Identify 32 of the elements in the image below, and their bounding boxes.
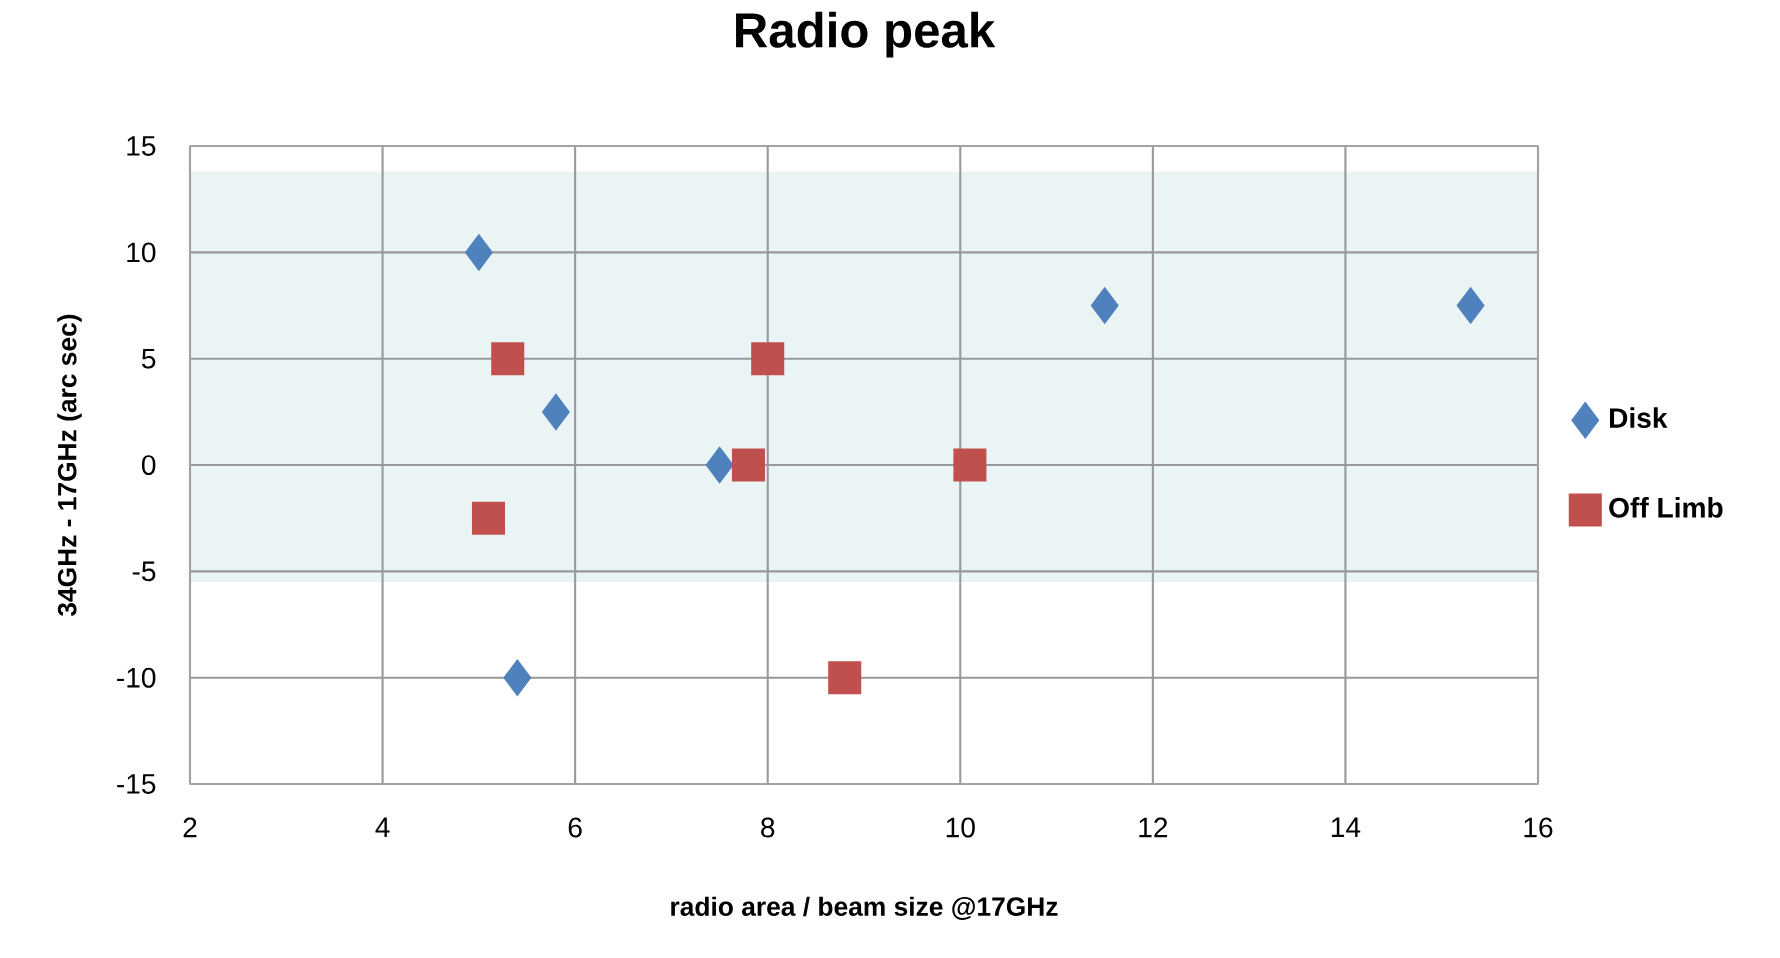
x-tick-label: 12 bbox=[1139, 817, 1168, 838]
y-tick-label: -15 bbox=[117, 774, 156, 794]
y-tick-label: 15 bbox=[127, 136, 156, 156]
chart-title: Radio peak bbox=[736, 11, 996, 58]
legend-label: Off Limb bbox=[1609, 497, 1723, 518]
point bbox=[471, 501, 506, 535]
x-tick-label: 14 bbox=[1331, 817, 1361, 837]
y-tick-label: -5 bbox=[132, 561, 156, 582]
x-tick-label: 6 bbox=[568, 817, 582, 838]
x-tick-label: 2 bbox=[183, 817, 197, 838]
point bbox=[464, 234, 493, 271]
y-tick-label: 5 bbox=[141, 348, 156, 369]
point bbox=[953, 448, 987, 482]
point bbox=[542, 393, 570, 431]
y-axis-title: 34GHz - 17GHz (arc sec) bbox=[57, 314, 82, 617]
point bbox=[731, 448, 765, 482]
y-tick-label: -10 bbox=[117, 667, 156, 688]
x-axis-title: radio area / beam size @17GHz bbox=[671, 896, 1058, 920]
point bbox=[491, 342, 525, 376]
x-tick-label: 4 bbox=[375, 817, 390, 837]
point bbox=[1456, 287, 1485, 324]
point bbox=[828, 661, 862, 695]
legend-label: Disk bbox=[1610, 407, 1668, 429]
point bbox=[705, 446, 734, 484]
x-tick-label: 10 bbox=[946, 817, 975, 838]
x-tick-label: 16 bbox=[1524, 817, 1553, 838]
y-tick-label: 0 bbox=[141, 455, 156, 475]
point bbox=[503, 659, 532, 696]
point bbox=[1090, 287, 1119, 324]
point bbox=[751, 342, 785, 376]
x-tick-label: 8 bbox=[761, 817, 775, 838]
y-tick-label: 10 bbox=[127, 242, 156, 263]
